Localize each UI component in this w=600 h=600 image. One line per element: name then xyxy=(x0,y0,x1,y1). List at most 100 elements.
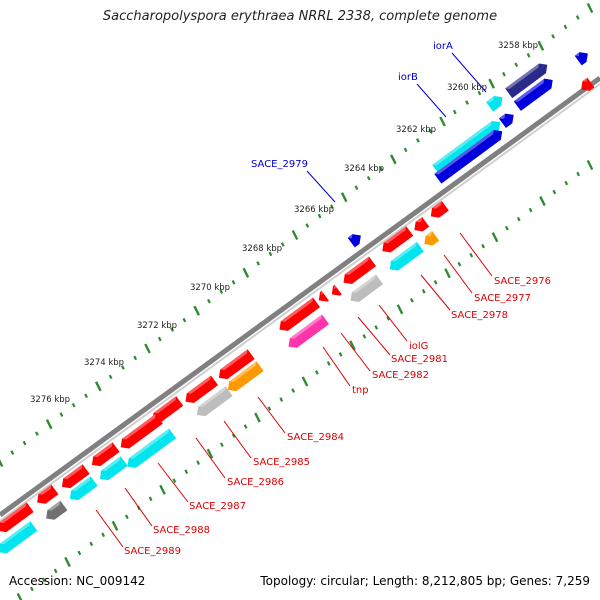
inner-tick xyxy=(29,586,34,592)
outer-tick xyxy=(157,336,162,342)
inner-tick xyxy=(219,442,224,447)
inner-tick xyxy=(374,325,379,330)
outer-tick xyxy=(182,317,187,323)
leader-line xyxy=(443,254,473,294)
outer-tick xyxy=(59,412,64,418)
gene-feature-reverse xyxy=(424,231,440,246)
outer-tick xyxy=(305,223,310,228)
label-leader-lines xyxy=(95,52,493,548)
inner-tick xyxy=(386,316,391,321)
outer-tick xyxy=(403,147,408,153)
inner-tick xyxy=(469,252,474,258)
inner-tick xyxy=(196,460,201,465)
gene-label: SACE_2976 xyxy=(494,276,551,287)
accession-text: Accession: NC_009142 xyxy=(9,574,146,588)
gene-label: SACE_2988 xyxy=(153,525,210,536)
inner-tick xyxy=(539,196,546,207)
outer-tick xyxy=(193,305,200,316)
outer-tick xyxy=(366,175,371,181)
gene-feature-reverse xyxy=(0,502,34,533)
inner-tick xyxy=(41,577,46,583)
inner-tick xyxy=(338,352,343,357)
leader-line xyxy=(95,509,124,548)
gene-feature-forward xyxy=(347,234,361,248)
gene-label: iorB xyxy=(398,72,418,83)
gene-feature-reverse xyxy=(69,476,98,501)
scale-label: 3274 kbp xyxy=(84,358,124,368)
leader-line xyxy=(378,304,408,342)
outer-tick xyxy=(537,40,545,51)
topology-text: Topology: circular; Length: 8,212,805 bp… xyxy=(260,574,590,588)
inner-tick-ring xyxy=(16,159,594,600)
outer-tick xyxy=(329,204,334,209)
gene-feature-forward xyxy=(513,78,553,111)
scale-label: 3272 kbp xyxy=(137,321,177,331)
gene-feature-forward xyxy=(574,52,588,66)
leader-line xyxy=(124,487,153,527)
gene-label: SACE_2982 xyxy=(372,370,429,381)
gene-feature-reverse xyxy=(343,256,377,284)
gene-feature-forward xyxy=(505,63,548,99)
outer-tick xyxy=(514,62,519,68)
gene-feature-reverse xyxy=(218,349,255,380)
leader-line xyxy=(451,52,487,93)
genome-backbone xyxy=(0,75,600,518)
leader-line xyxy=(257,396,286,434)
outer-tick xyxy=(317,213,322,219)
outer-tick xyxy=(45,419,53,430)
outer-tick xyxy=(340,192,348,203)
outer-tick xyxy=(477,90,482,96)
outer-tick xyxy=(256,261,261,266)
gene-feature-forward xyxy=(486,95,503,112)
outer-tick xyxy=(575,15,580,20)
gene-feature-reverse xyxy=(0,521,38,554)
outer-tick xyxy=(34,431,39,436)
inner-tick xyxy=(279,397,284,402)
gene-label: SACE_2985 xyxy=(253,457,310,468)
outer-tick xyxy=(354,185,359,191)
outer-tick xyxy=(551,34,556,39)
outer-tick xyxy=(231,279,236,285)
inner-tick xyxy=(481,243,486,249)
gene-feature-reverse xyxy=(152,396,184,423)
outer-tick xyxy=(379,166,383,172)
outer-tick xyxy=(502,71,506,77)
gene-feature-reverse xyxy=(279,297,321,331)
inner-tick xyxy=(457,261,462,267)
outer-tick xyxy=(268,251,273,257)
outer-tick xyxy=(10,450,15,455)
gene-feature-reverse xyxy=(61,464,90,489)
inner-tick xyxy=(206,448,214,459)
leader-line xyxy=(420,274,451,311)
inner-tick xyxy=(231,433,236,438)
inner-tick xyxy=(552,189,557,195)
scale-label: 3264 kbp xyxy=(344,164,384,174)
outer-tick xyxy=(488,78,495,89)
leader-line xyxy=(195,437,226,479)
leader-line xyxy=(459,232,493,277)
outer-tick xyxy=(84,393,88,399)
inner-tick xyxy=(267,406,272,411)
inner-tick xyxy=(111,520,119,531)
inner-tick xyxy=(576,171,581,177)
gene-feature-reverse xyxy=(120,413,163,449)
gene-label: SACE_2981 xyxy=(391,354,448,365)
inner-tick xyxy=(64,556,71,567)
outer-tick xyxy=(133,355,138,361)
gene-feature-reverse xyxy=(196,386,233,417)
scale-labels: 3258 kbp 3260 kbp 3262 kbp 3264 kbp 3266 kbp… xyxy=(30,41,538,405)
gene-feature-reverse xyxy=(318,290,329,302)
scale-label: 3258 kbp xyxy=(498,41,538,51)
inner-tick xyxy=(243,424,248,429)
outer-tick xyxy=(390,154,397,165)
outer-tick xyxy=(586,2,594,14)
inner-tick xyxy=(53,568,58,574)
gene-feature-reverse xyxy=(127,428,177,468)
inner-tick xyxy=(528,207,533,213)
inner-tick xyxy=(77,550,82,556)
inner-tick xyxy=(421,288,426,294)
inner-tick xyxy=(301,376,309,387)
gene-label: SACE_2984 xyxy=(287,432,344,443)
inner-tick xyxy=(254,412,261,423)
outer-tick xyxy=(108,374,113,380)
